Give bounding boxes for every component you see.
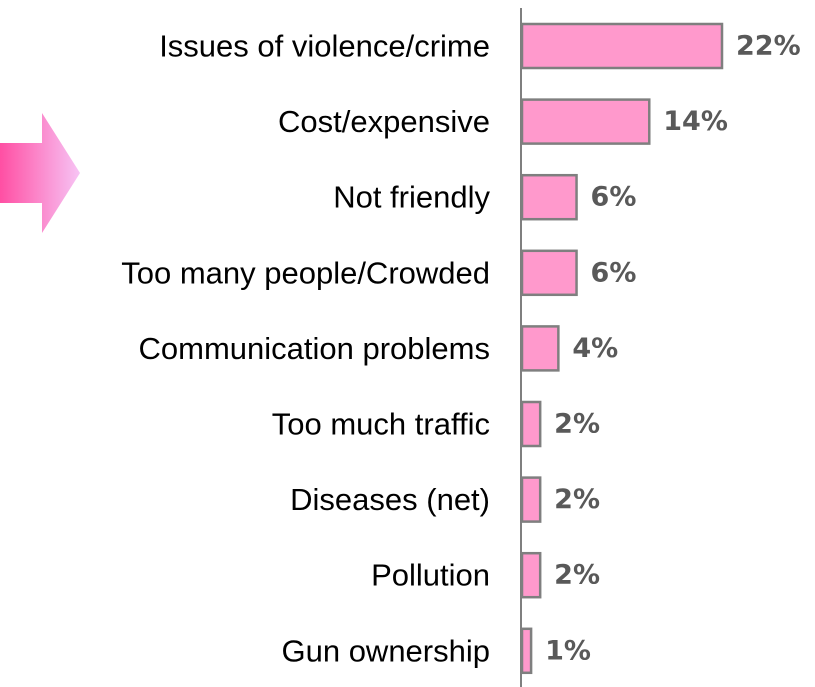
category-label: Communication problems (139, 331, 490, 366)
bar (520, 325, 560, 372)
value-label: 1% (545, 635, 591, 666)
category-label: Gun ownership (281, 633, 490, 668)
category-label: Not friendly (333, 180, 490, 215)
value-label: 2% (554, 560, 600, 591)
category-label: Too much traffic (272, 407, 490, 442)
value-label: 22% (736, 31, 801, 62)
value-label: 6% (591, 182, 637, 213)
bar (520, 22, 724, 70)
bar (520, 476, 542, 523)
bar (520, 400, 542, 448)
bar (520, 627, 533, 675)
value-label: 4% (572, 333, 618, 364)
category-label: Issues of violence/crime (159, 29, 490, 64)
arrow-icon (0, 113, 80, 233)
category-label: Too many people/Crowded (121, 255, 490, 290)
value-label: 2% (554, 409, 600, 440)
bar (520, 249, 578, 297)
category-label: Diseases (net) (290, 482, 490, 517)
value-label: 2% (554, 484, 600, 515)
category-label: Cost/expensive (278, 104, 490, 139)
bar (520, 173, 578, 221)
value-label: 14% (663, 106, 728, 137)
bar (520, 551, 542, 599)
value-label: 6% (591, 257, 637, 288)
category-label: Pollution (371, 558, 490, 593)
bar (520, 98, 651, 145)
